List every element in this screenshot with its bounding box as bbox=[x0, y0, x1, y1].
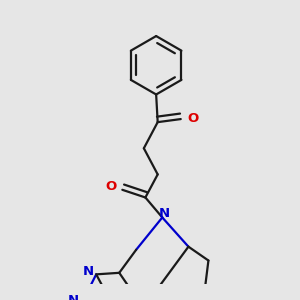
Text: N: N bbox=[68, 294, 79, 300]
Text: O: O bbox=[105, 180, 116, 193]
Text: O: O bbox=[187, 112, 198, 125]
Text: N: N bbox=[158, 207, 169, 220]
Text: N: N bbox=[82, 266, 94, 278]
